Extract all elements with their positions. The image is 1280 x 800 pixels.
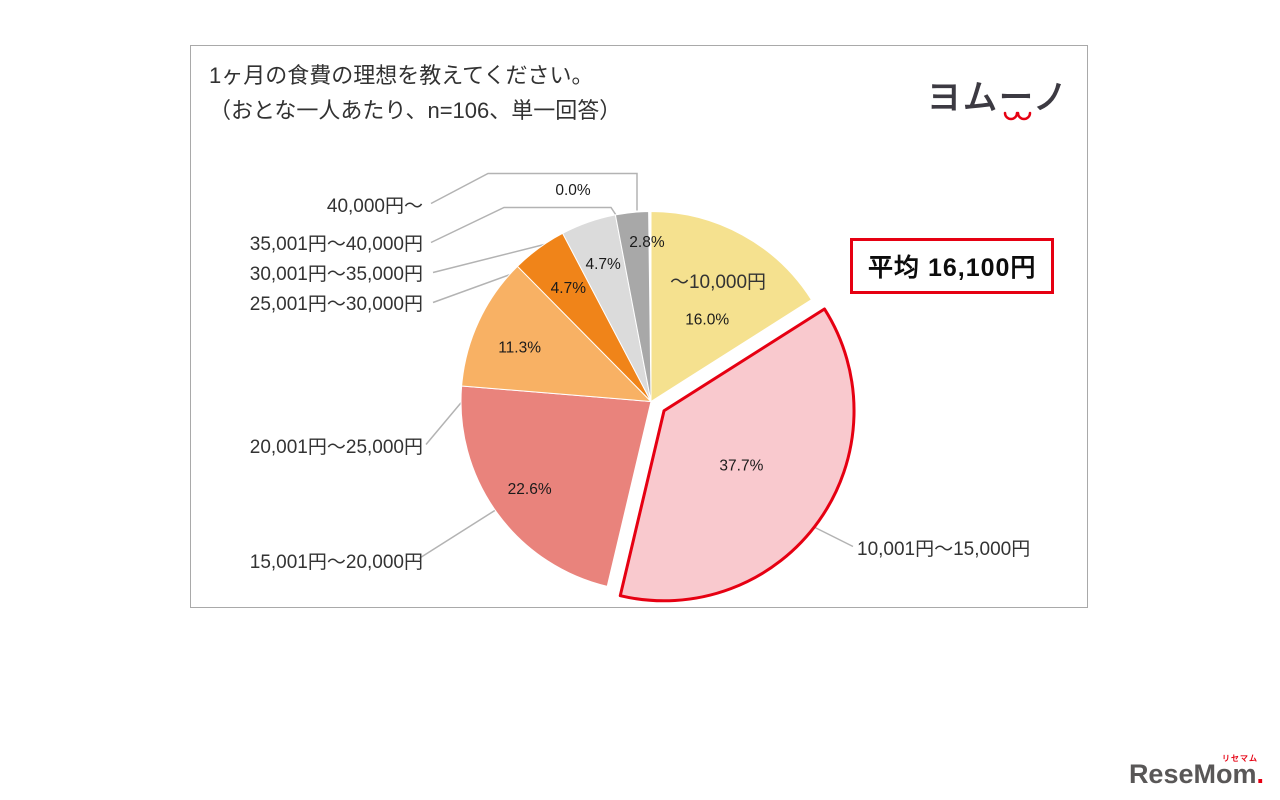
yomuno-logo: ヨムーノ [927, 70, 1069, 121]
slice-category-label: 40,000円～ [327, 196, 423, 217]
slice-category-label: 20,001円～25,000円 [250, 437, 423, 458]
leader-lines [418, 172, 854, 560]
slice-percent-label: 11.3% [498, 340, 541, 357]
slice-category-label: 35,001円～40,000円 [250, 234, 423, 255]
slice-category-label: 30,001円～35,000円 [250, 264, 423, 285]
resemom-logo-ruby: リセマム [1222, 754, 1258, 763]
leader-line [418, 500, 510, 560]
resemom-logo: リセマム ReseMom. [1128, 755, 1264, 789]
slice-category-label: ～10,000円 [670, 272, 766, 293]
pie-chart: 16.0% 37.7% 22.6% 11.3% 4.7% 4.7% 0.0% 2.8% ～10,… [250, 172, 1030, 603]
yomuno-logo-text: ヨムーノ [927, 79, 1069, 117]
average-value-box: 平均 16,100円 [850, 238, 1055, 294]
slice-percent-label: 37.7% [719, 457, 763, 474]
slice-percent-label: 16.0% [685, 311, 729, 328]
pie-slice [614, 211, 652, 402]
resemom-logo-text: ReseMom [1128, 759, 1257, 789]
pie-slice [461, 265, 652, 402]
pie-slice [650, 211, 812, 402]
leader-line [430, 206, 618, 244]
slice-category-label: 15,001円～20,000円 [250, 552, 423, 573]
chart-title: 1ヶ月の食費の理想を教えてください。 （おとな一人あたり、n=106、単一回答） [209, 58, 621, 128]
slice-percent-label: 22.6% [508, 481, 552, 498]
survey-chart-panel: 16.0% 37.7% 22.6% 11.3% 4.7% 4.7% 0.0% 2.8% ～10,… [190, 45, 1088, 608]
pie-slice [460, 385, 652, 587]
chart-title-line1: 1ヶ月の食費の理想を教えてください。 [209, 63, 594, 88]
slice-percent-label: 4.7% [585, 256, 621, 273]
resemom-logo-dot: . [1256, 759, 1264, 789]
pie-slice [618, 307, 856, 603]
leader-line [430, 172, 638, 211]
chart-title-line2: （おとな一人あたり、n=106、単一回答） [209, 98, 622, 124]
slice-category-label: 10,001円～15,000円 [857, 539, 1030, 560]
slice-percent-label: 2.8% [629, 234, 665, 251]
slice-category-label: 25,001円～30,000円 [250, 294, 423, 315]
slice-percent-label-outside: 0.0% [555, 182, 591, 199]
slice-percent-label: 4.7% [551, 280, 587, 297]
yomuno-logo-curl-icon [1003, 111, 1032, 121]
